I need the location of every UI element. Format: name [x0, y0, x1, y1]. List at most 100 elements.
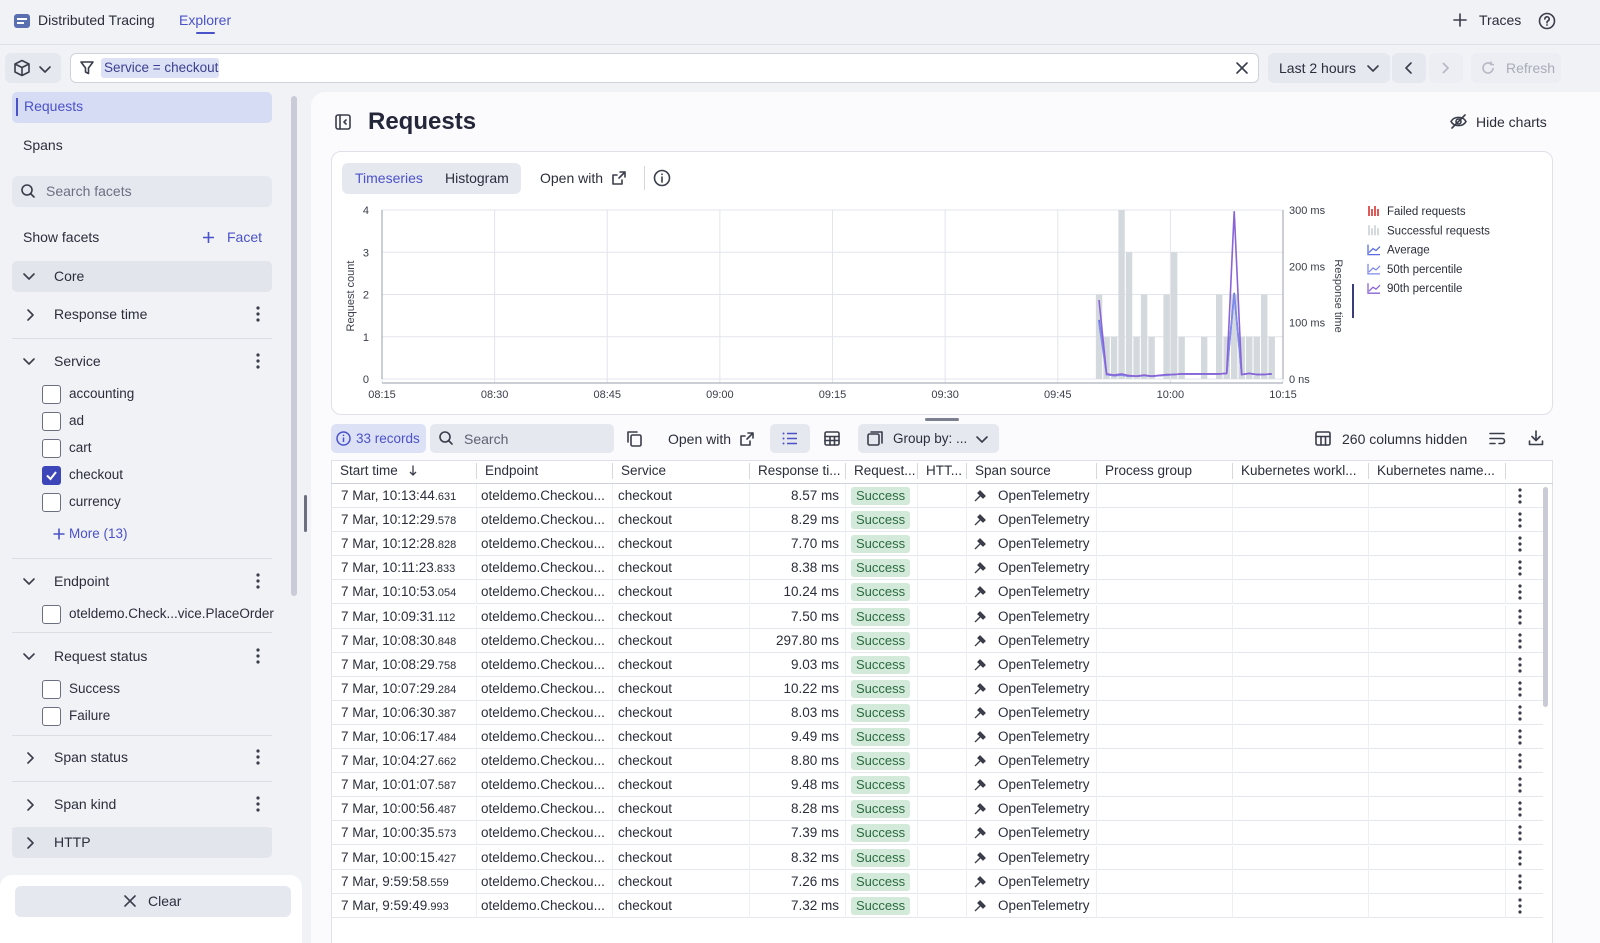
span-source-icon	[974, 610, 986, 622]
icon-part	[1518, 825, 1522, 829]
checkbox[interactable]	[42, 680, 61, 699]
row-menu[interactable]	[1517, 729, 1523, 745]
row-menu[interactable]	[1517, 681, 1523, 697]
row-menu[interactable]	[1517, 584, 1523, 600]
column-header[interactable]: Process group	[1105, 463, 1193, 478]
view-item[interactable]: Spans	[23, 137, 63, 153]
cell-divider	[1096, 893, 1097, 918]
row-menu[interactable]	[1517, 536, 1523, 552]
tab-explorer[interactable]: Explorer	[179, 12, 232, 28]
facet-label[interactable]: Endpoint	[54, 573, 110, 589]
column-divider	[1232, 463, 1233, 479]
chart-tab[interactable]: Timeseries	[355, 170, 423, 186]
checkbox[interactable]	[42, 385, 61, 404]
columns-hidden[interactable]: 260 columns hidden	[1342, 431, 1468, 447]
cell-divider	[917, 484, 918, 508]
row-menu[interactable]	[1517, 777, 1523, 793]
facet-menu[interactable]	[255, 573, 261, 589]
column-header[interactable]: Kubernetes name...	[1377, 463, 1495, 478]
cell-divider	[917, 676, 918, 701]
row-menu[interactable]	[1517, 898, 1523, 914]
table-search[interactable]	[430, 424, 614, 453]
column-header[interactable]: Request...	[854, 463, 916, 478]
checkbox[interactable]	[42, 605, 61, 624]
hide-charts[interactable]: Hide charts	[1476, 114, 1547, 130]
row-menu[interactable]	[1517, 657, 1523, 673]
cell-divider	[966, 628, 967, 653]
row-menu[interactable]	[1517, 753, 1523, 769]
chevron-down[interactable]	[23, 576, 35, 588]
cell-divider	[476, 676, 477, 701]
checkbox[interactable]	[42, 439, 61, 458]
column-divider	[845, 463, 846, 479]
more-options[interactable]: More (13)	[69, 526, 128, 541]
column-header[interactable]: Kubernetes workl...	[1241, 463, 1357, 478]
row-menu[interactable]	[1517, 705, 1523, 721]
icon-part	[339, 114, 347, 130]
service: checkout	[618, 729, 673, 744]
row-menu[interactable]	[1517, 849, 1523, 866]
traces-button[interactable]: Traces	[1479, 12, 1522, 28]
clear-button[interactable]	[15, 886, 291, 917]
facet-label[interactable]: Response time	[54, 306, 148, 322]
column-header[interactable]: Response ti...	[758, 463, 841, 478]
chevron-right[interactable]	[25, 752, 37, 764]
icon-part	[448, 440, 453, 445]
help-icon[interactable]	[1538, 12, 1556, 30]
row-menu[interactable]	[1517, 801, 1523, 817]
facet-label[interactable]: Service	[54, 353, 101, 369]
facet-menu[interactable]	[255, 796, 261, 812]
chevron-right[interactable]	[25, 799, 37, 811]
endpoint: oteldemo.Checkou...	[481, 704, 605, 720]
row-menu[interactable]	[1517, 873, 1523, 890]
facet-menu[interactable]	[255, 749, 261, 765]
facet-menu[interactable]	[255, 648, 261, 664]
next-range[interactable]	[1429, 53, 1463, 83]
icon-part	[1489, 432, 1506, 445]
view-requests[interactable]	[12, 92, 272, 123]
row-menu[interactable]	[1517, 512, 1523, 528]
facet-search[interactable]	[12, 176, 272, 207]
column-header[interactable]: Endpoint	[485, 463, 539, 478]
row-menu[interactable]	[1517, 632, 1523, 649]
checkbox[interactable]	[42, 707, 61, 726]
download-icon[interactable]	[1528, 430, 1544, 446]
checkbox[interactable]	[42, 493, 61, 512]
table-icon[interactable]	[824, 431, 840, 446]
previous-range[interactable]	[1392, 53, 1426, 83]
column-header[interactable]: Service	[621, 463, 667, 478]
column-header[interactable]: Start time	[340, 463, 398, 478]
facet-menu[interactable]	[255, 353, 261, 369]
filter-input[interactable]	[70, 53, 1259, 83]
wrap-icon[interactable]	[1489, 432, 1506, 446]
row-menu[interactable]	[1517, 488, 1523, 504]
cell-divider	[917, 700, 918, 725]
info-icon[interactable]	[653, 169, 671, 187]
open-with-table[interactable]: Open with	[668, 431, 732, 447]
facet-label[interactable]: Span status	[54, 749, 128, 765]
chevron-right[interactable]	[25, 309, 37, 321]
checkbox[interactable]	[42, 412, 61, 431]
facet-label[interactable]: Span kind	[54, 796, 117, 812]
row-menu[interactable]	[1517, 608, 1523, 625]
facet-menu[interactable]	[255, 306, 261, 322]
facet-group[interactable]	[12, 261, 272, 292]
copy-icon[interactable]	[627, 431, 642, 447]
add-facet[interactable]: Facet	[227, 229, 263, 245]
chevron-down[interactable]	[23, 651, 35, 663]
refresh-button[interactable]	[1471, 53, 1561, 83]
chart-tab[interactable]: Histogram	[445, 170, 509, 186]
column-header[interactable]: Span source	[975, 463, 1051, 478]
facet-group[interactable]	[12, 827, 272, 858]
start-time: 7 Mar, 10:12:28.828	[341, 536, 457, 552]
column-header[interactable]: HTT...	[926, 463, 962, 478]
clear-filter[interactable]	[1236, 62, 1248, 74]
collapse-sidebar[interactable]	[335, 114, 351, 130]
open-with[interactable]: Open with	[540, 170, 604, 186]
checkbox[interactable]	[42, 466, 61, 485]
icon-part	[1518, 620, 1522, 625]
row-menu[interactable]	[1517, 560, 1523, 576]
row-menu[interactable]	[1517, 825, 1523, 841]
facet-label[interactable]: Request status	[54, 648, 148, 664]
chevron-down[interactable]	[23, 356, 35, 368]
